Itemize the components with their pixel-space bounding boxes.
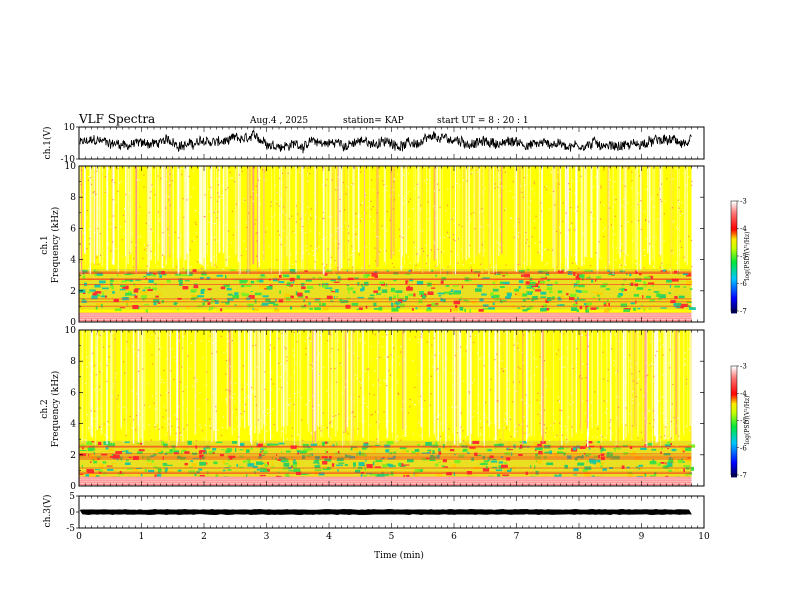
ch1-spectrogram-ylabel-freq: Frequency (kHz) [50,207,61,284]
ch3-ytick-0: 0 [69,508,75,518]
ch1-colorbar-tick--6: -6 [740,280,747,288]
ch1-colorbar-tick--4: -4 [740,225,747,233]
ch2-spectrogram-ytick-10: 10 [65,326,77,336]
time-xtick-8: 8 [576,532,582,542]
time-xtick-7: 7 [514,532,520,542]
ch2-spectrogram-ytick-6: 6 [70,388,76,398]
ch1-colorbar-tick--3: -3 [740,198,747,206]
ch2-spectrogram-band-texture [79,440,696,486]
ch2-colorbar-tick--7: -7 [740,472,747,480]
ch2-spectrogram-ytick-8: 8 [70,357,76,367]
ch1-spectrogram-ytick-0: 0 [70,318,76,328]
ch3-ytick--5: -5 [66,524,75,534]
station-label: station= KAP [343,116,404,126]
ch2-colorbar-label: log(PSD)(V²/Hz) [744,396,751,445]
ch1-spectrogram-band-texture [79,269,696,322]
ch2-spectrogram-ylabel-freq: Frequency (kHz) [50,371,61,448]
time-xtick-10: 10 [698,532,710,542]
time-xtick-5: 5 [389,532,395,542]
time-xtick-0: 0 [76,532,82,542]
ch1-colorbar: -3 -4 -5 -6 -7 [730,198,747,316]
ch1-spectrogram-ytick-8: 8 [70,193,76,203]
ch1-colorbar-tick--7: -7 [740,308,747,316]
ch2-colorbar-tick--6: -6 [740,444,747,452]
ch1-spectrogram-ytick-10: 10 [65,162,77,172]
ch1-spectrogram-lower-band [79,268,692,310]
ch3-waveform-panel: 50-50 1 2 3 4 5 6 7 8 9 10 [66,492,710,542]
ch3-ytick-5: 5 [69,492,75,502]
ch1-spectrogram-ytick-4: 4 [70,256,76,266]
ch3-waveform-line [79,509,692,515]
ch2-spectrogram-ytick-0: 0 [70,482,76,492]
start-ut-label: start UT = 8 : 20 : 1 [437,116,529,126]
time-xtick-1: 1 [139,532,145,542]
ch1-ytick--10: -10 [61,155,76,165]
ch1-colorbar-label: log(PSD)(V²/Hz) [744,232,751,281]
time-xtick-4: 4 [326,532,332,542]
ch2-colorbar-tick--3: -3 [740,363,747,371]
date-label: Aug.4 , 2025 [249,116,308,126]
ch2-spectrogram-panel: 0 2 4 6 8 10 [65,326,705,492]
ch2-colorbar-tick--5: -5 [740,417,747,425]
ch2-spectrogram-ytick-4: 4 [70,420,76,430]
ch3-ylabel: ch.3(V) [42,495,53,528]
ch1-spectrogram-panel: 0 2 4 6 8 10 [65,162,705,328]
ch1-ylabel: ch.1(V) [42,127,53,160]
time-xtick-3: 3 [264,532,270,542]
ch1-colorbar-tick--5: -5 [740,253,747,261]
ch1-spectrogram-ylabel-channel: ch.1 [40,235,50,254]
ch1-waveform-panel: 10 -10 [61,123,705,165]
ch1-spectrogram-vertical-streaks [79,166,693,276]
time-xlabel: Time (min) [374,550,424,561]
time-xtick-2: 2 [201,532,207,542]
ch1-spectrogram-ytick-6: 6 [70,224,76,234]
ch1-spectrogram-ytick-2: 2 [70,287,76,297]
ch-1-waveform-line [79,129,692,154]
ch2-colorbar: -3 -4 -5 -6 -7 [730,363,747,480]
ch2-spectrogram-ylabel-channel: ch.2 [40,399,50,418]
ch2-colorbar-tick--4: -4 [740,390,747,398]
ch2-spectrogram-vertical-streaks [79,330,693,447]
ch2-spectrogram-ytick-2: 2 [70,451,76,461]
time-xtick-9: 9 [639,532,645,542]
ch1-ytick-10: 10 [64,123,76,133]
time-xtick-6: 6 [451,532,457,542]
figure-title: VLF Spectra [78,112,155,126]
